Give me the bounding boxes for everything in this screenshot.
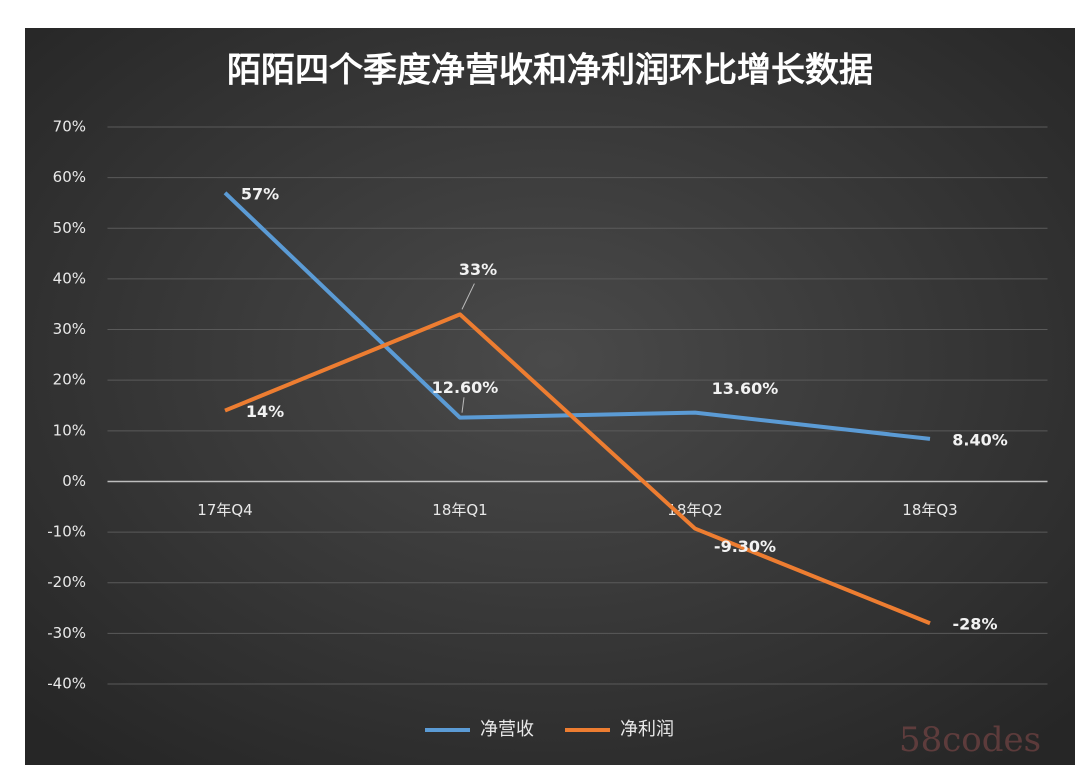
y-tick-label: 30% [53, 320, 86, 338]
y-tick-label: 70% [53, 118, 86, 136]
y-tick-label: 10% [53, 421, 86, 439]
legend-label: 净营收 [480, 719, 534, 740]
data-label: 33% [459, 260, 497, 279]
data-label: 8.40% [952, 430, 1008, 449]
data-label: -28% [953, 615, 998, 634]
watermark: 58codes [899, 720, 1041, 760]
data-label: 12.60% [432, 378, 499, 397]
data-label: 14% [246, 402, 284, 421]
series-line [224, 312, 931, 626]
y-tick-label: -30% [47, 624, 86, 642]
chart-title: 陌陌四个季度净营收和净利润环比增长数据 [227, 51, 873, 91]
y-tick-label: -20% [47, 573, 86, 591]
data-label: -9.30% [714, 537, 776, 556]
x-tick-label: 17年Q4 [197, 501, 252, 519]
y-tick-label: 0% [62, 472, 86, 490]
legend-label: 净利润 [620, 719, 674, 740]
label-leader [461, 397, 465, 413]
data-label: 13.60% [712, 379, 779, 398]
y-tick-label: -10% [47, 523, 86, 541]
y-tick-label: 40% [53, 269, 86, 287]
y-tick-label: 50% [53, 219, 86, 237]
x-tick-label: 18年Q3 [902, 501, 957, 519]
y-tick-label: -40% [47, 675, 86, 693]
label-leader [461, 283, 475, 310]
data-label: 57% [241, 184, 279, 203]
series-line [223, 191, 931, 441]
x-tick-label: 18年Q1 [432, 501, 487, 519]
y-tick-label: 60% [53, 168, 86, 186]
y-tick-label: 20% [53, 371, 86, 389]
